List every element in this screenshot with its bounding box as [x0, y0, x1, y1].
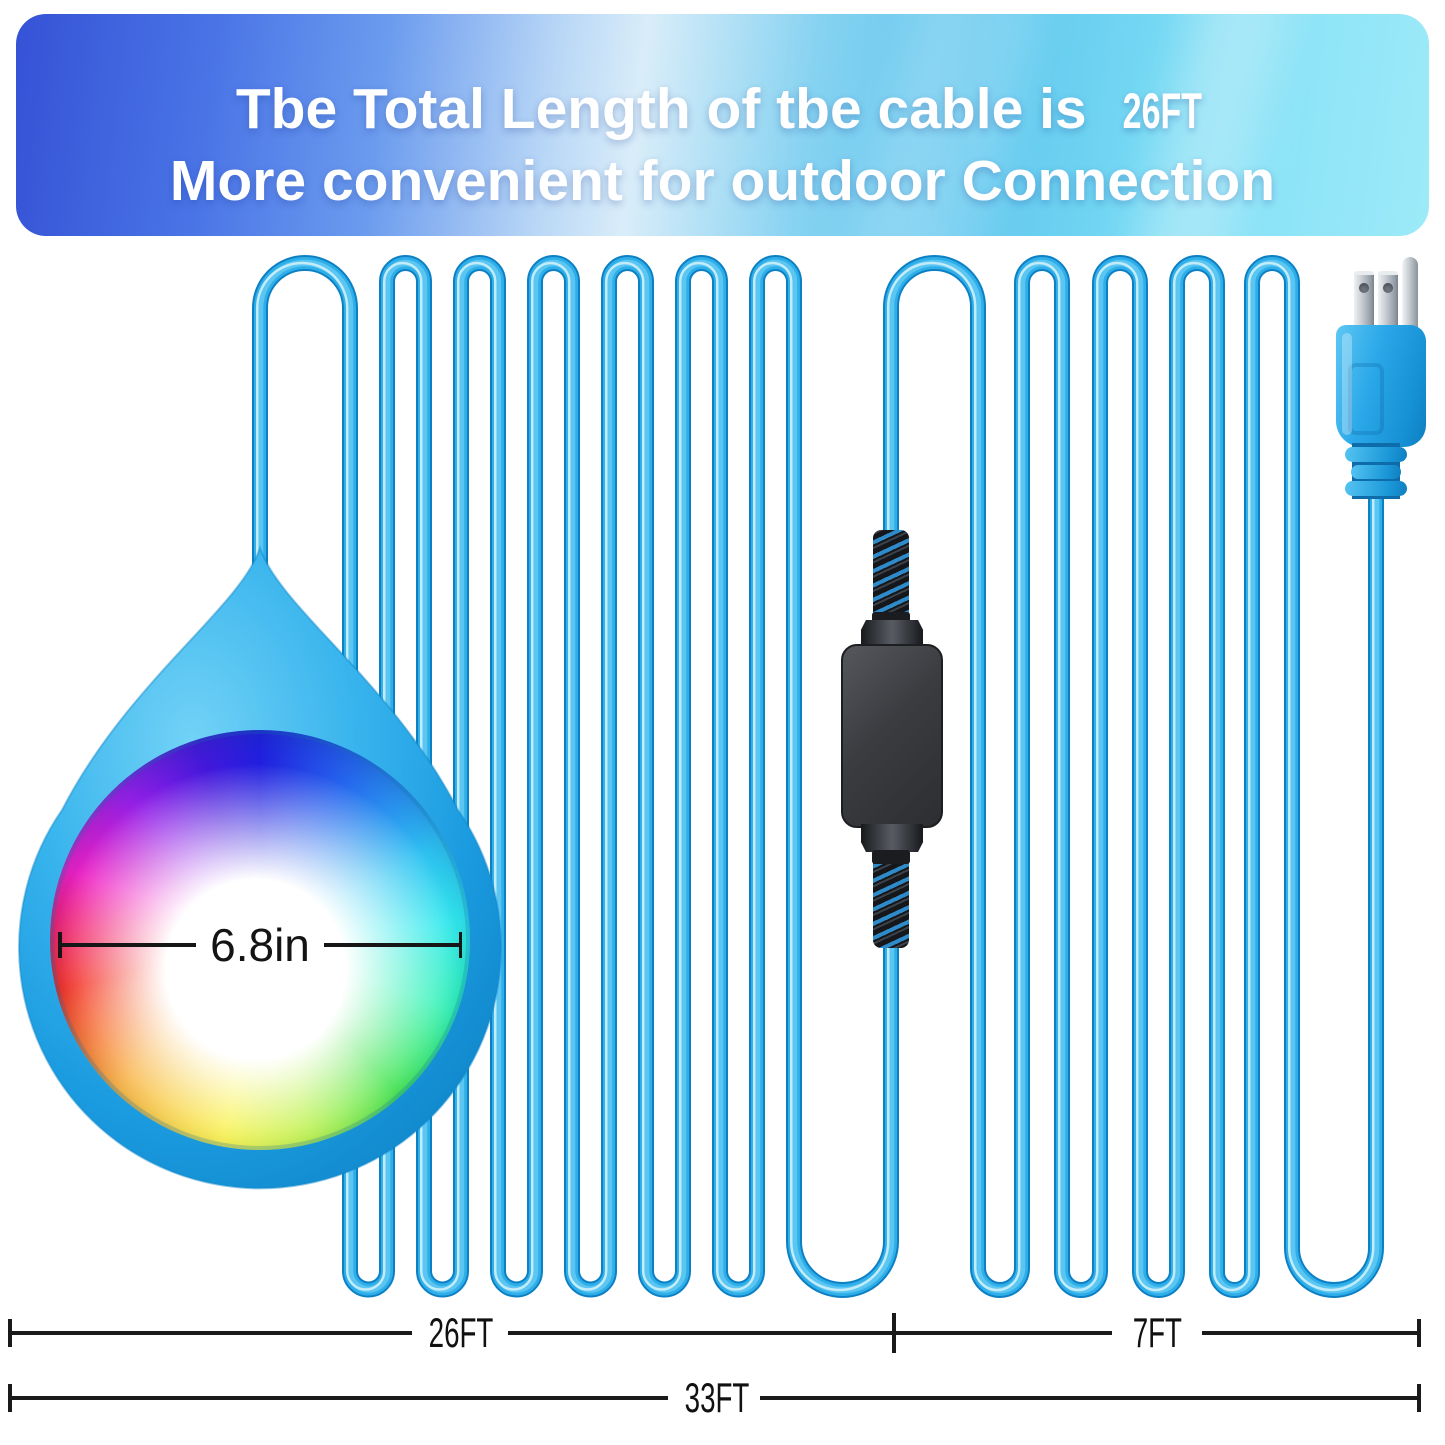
plug-strain-rib [1351, 465, 1401, 479]
strain-relief-spring-top [873, 530, 909, 624]
rgb-light-face [50, 730, 470, 1150]
plug-strain-rib [1345, 447, 1407, 462]
light-diameter-label: 6.8in [210, 919, 310, 971]
adapter-collar-bottom [872, 850, 910, 864]
dimension-tick-left [58, 932, 62, 958]
cable-section-length-label: 26FT [412, 1310, 508, 1356]
banner-title-line1-text: Tbe Total Length of tbe cable is [235, 77, 1087, 141]
plug-blade-left [1354, 271, 1374, 333]
dim-row1-line-a [8, 1331, 412, 1335]
light-diameter-dimension: 6.8in [58, 919, 462, 971]
power-plug-body [1336, 325, 1426, 447]
plug-face-groove [1348, 363, 1384, 435]
dim-row1-line-b [508, 1331, 892, 1335]
total-length-label: 33FT [668, 1375, 760, 1421]
cable-section-length-text: 26FT [428, 1309, 494, 1356]
dimension-tick-right [458, 932, 462, 958]
dim-row1-line-c [896, 1331, 1112, 1335]
dim-row2-line-a [8, 1396, 668, 1400]
adapter-nut-bottom [861, 824, 923, 852]
dim-row2-line-b [760, 1396, 1420, 1400]
strain-relief-spring-bottom [873, 852, 909, 948]
plug-blade-right [1378, 271, 1398, 333]
plug-strain-rib [1345, 481, 1407, 496]
dimension-line-left [61, 943, 197, 947]
banner-title-line2: More convenient for outdoor Connection [169, 149, 1276, 213]
dim-row1-tick-middle [892, 1313, 896, 1353]
plug-ground-pin [1402, 257, 1418, 335]
adapter-nut-top [861, 620, 923, 648]
banner-title-line1: Tbe Total Length of tbe cable is 26FT [16, 76, 1429, 142]
dim-row1-tick-right [1417, 1319, 1421, 1347]
adapter-box [841, 644, 943, 828]
banner-length-value: 26FT [1123, 83, 1203, 139]
plug-section-length-text: 7FT [1132, 1309, 1182, 1356]
total-length-text: 33FT [684, 1374, 750, 1421]
dim-row2-tick-right [1417, 1384, 1421, 1412]
plug-section-length-label: 7FT [1112, 1310, 1202, 1356]
dim-row1-line-d [1202, 1331, 1420, 1335]
dimension-line-right [323, 943, 459, 947]
plug-highlight [1342, 333, 1352, 435]
header-banner: Tbe Total Length of tbe cable is 26FT Mo… [16, 14, 1429, 236]
